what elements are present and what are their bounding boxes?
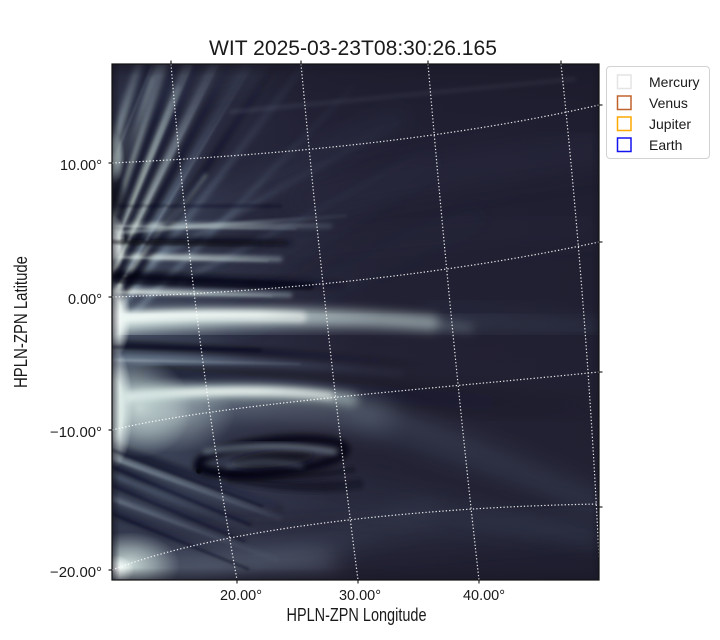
- svg-text:10.00°: 10.00°: [60, 158, 102, 174]
- svg-text:Earth: Earth: [649, 137, 682, 153]
- svg-text:WIT 2025-03-23T08:30:26.165: WIT 2025-03-23T08:30:26.165: [209, 36, 497, 60]
- svg-text:−20.00°: −20.00°: [50, 565, 102, 581]
- svg-text:40.00°: 40.00°: [463, 588, 505, 604]
- svg-text:Mercury: Mercury: [649, 74, 700, 90]
- svg-text:0.00°: 0.00°: [68, 292, 102, 308]
- svg-text:30.00°: 30.00°: [339, 588, 381, 604]
- svg-text:Jupiter: Jupiter: [649, 116, 691, 132]
- svg-text:−10.00°: −10.00°: [50, 425, 102, 441]
- svg-text:HPLN-ZPN Latitude: HPLN-ZPN Latitude: [11, 256, 31, 388]
- svg-text:20.00°: 20.00°: [220, 588, 262, 604]
- svg-text:HPLN-ZPN Longitude: HPLN-ZPN Longitude: [287, 605, 427, 625]
- svg-text:Venus: Venus: [649, 95, 688, 111]
